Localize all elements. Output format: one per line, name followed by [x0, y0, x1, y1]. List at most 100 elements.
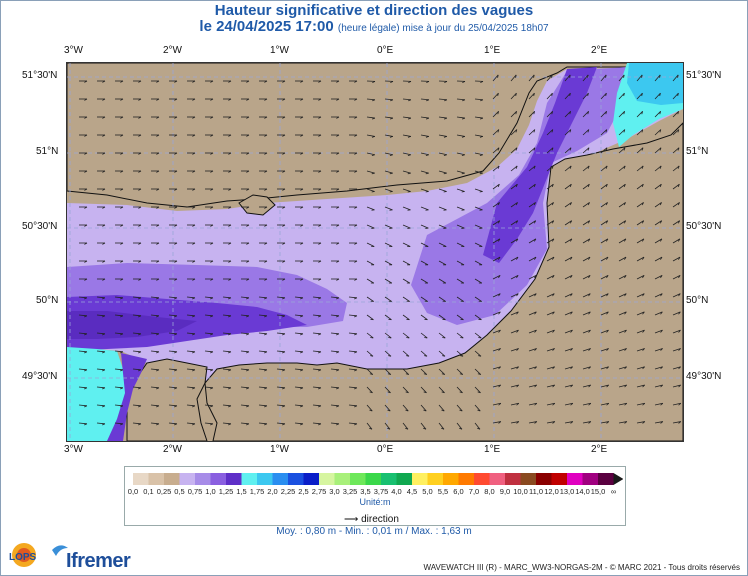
- direction-arrow-head: [569, 184, 572, 188]
- lon-label-top-3w: 3°W: [64, 45, 83, 56]
- direction-arrow-head: [246, 315, 250, 318]
- direction-arrow-head: [460, 337, 464, 339]
- direction-arrow-head: [192, 405, 196, 408]
- direction-arrow: [528, 147, 536, 154]
- direction-arrow-head: [552, 256, 555, 260]
- england-land: [67, 63, 683, 208]
- direction-arrow: [618, 366, 627, 370]
- direction-arrow-head: [300, 152, 304, 155]
- color-swatch: [381, 473, 397, 485]
- direction-arrow: [564, 238, 573, 244]
- direction-arrow-head: [174, 387, 178, 390]
- direction-arrow: [222, 422, 231, 425]
- direction-arrow-head: [192, 242, 196, 245]
- direction-arrow-head: [264, 405, 268, 408]
- lon-label-top-0e: 0°E: [377, 45, 394, 56]
- direction-arrow-head: [264, 333, 268, 336]
- direction-arrow-head: [156, 116, 160, 119]
- direction-arrow-head: [192, 206, 196, 209]
- direction-arrow: [600, 311, 609, 316]
- direction-arrow-head: [605, 184, 608, 188]
- direction-arrow-head: [677, 111, 680, 115]
- direction-arrow-head: [552, 421, 556, 424]
- ifremer-logo-text: Ifremer: [66, 550, 131, 572]
- direction-arrow-head: [606, 256, 609, 260]
- direction-arrow-head: [120, 333, 124, 336]
- direction-arrow-head: [192, 170, 196, 173]
- direction-arrow-head: [210, 423, 214, 426]
- direction-arrow-head: [442, 337, 446, 339]
- direction-arrow: [528, 293, 537, 298]
- direction-arrow-head: [605, 238, 609, 242]
- direction-arrow-head: [138, 405, 142, 408]
- direction-arrow-head: [192, 387, 196, 390]
- direction-arrow: [132, 422, 141, 425]
- direction-arrow-head: [210, 98, 214, 101]
- direction-arrow-head: [407, 136, 411, 138]
- direction-arrow: [528, 275, 537, 280]
- direction-arrow: [636, 183, 644, 190]
- direction-arrow-head: [642, 366, 645, 370]
- direction-arrow-head: [84, 351, 88, 354]
- direction-arrow-head: [210, 116, 214, 119]
- direction-arrow-head: [84, 278, 88, 281]
- direction-arrow-head: [192, 260, 196, 263]
- color-swatch: [582, 473, 598, 485]
- direction-arrow-head: [228, 260, 232, 263]
- direction-arrow: [402, 134, 411, 137]
- direction-arrow-head: [84, 387, 88, 390]
- direction-arrow-head: [318, 152, 322, 155]
- direction-arrow: [366, 242, 375, 247]
- direction-arrow: [240, 422, 249, 425]
- direction-arrow-head: [228, 116, 232, 119]
- direction-arrow-head: [120, 80, 124, 83]
- direction-arrow-head: [318, 80, 322, 83]
- direction-arrow-head: [678, 421, 682, 424]
- direction-arrow-head: [587, 202, 590, 206]
- direction-arrow: [204, 404, 213, 407]
- direction-arrow-head: [659, 202, 662, 206]
- direction-arrow-head: [570, 366, 573, 370]
- direction-arrow-head: [408, 81, 412, 84]
- direction-arrow-head: [192, 315, 196, 318]
- copyright-notice: WAVEWATCH III (R) - MARC_WW3-NORGAS-2M -…: [423, 563, 740, 572]
- direction-arrow: [420, 224, 429, 229]
- color-scale-label: 12,0: [544, 487, 559, 496]
- direction-arrow: [600, 238, 609, 244]
- direction-arrow-head: [210, 315, 214, 318]
- direction-arrow-head: [138, 387, 142, 390]
- direction-arrow: [654, 74, 661, 82]
- direction-arrow-head: [641, 74, 643, 78]
- color-scale-label: 1,75: [249, 487, 265, 496]
- direction-arrow-head: [282, 278, 286, 281]
- direction-arrow-head: [210, 170, 214, 173]
- direction-arrow: [276, 404, 285, 407]
- direction-arrow: [384, 404, 391, 412]
- direction-arrow-head: [587, 147, 590, 151]
- direction-arrow-head: [102, 224, 106, 227]
- direction-arrow-head: [405, 373, 409, 375]
- direction-arrow: [636, 238, 645, 244]
- graticule: [67, 63, 683, 441]
- direction-arrow-head: [516, 275, 519, 279]
- wave-map[interactable]: [66, 62, 684, 442]
- lon-label-bottom-3w: 3°W: [64, 444, 83, 455]
- direction-arrow: [348, 368, 357, 371]
- color-scale-label: 5,0: [422, 487, 433, 496]
- direction-arrow: [186, 386, 195, 389]
- direction-arrow: [258, 422, 267, 425]
- direction-arrow-head: [659, 184, 662, 188]
- direction-arrow: [294, 314, 303, 317]
- color-swatch: [226, 473, 242, 485]
- direction-arrow: [132, 350, 141, 353]
- direction-arrow: [456, 278, 465, 284]
- direction-arrow-head: [425, 154, 429, 156]
- direction-arrow-head: [642, 256, 645, 260]
- direction-arrow: [600, 275, 609, 280]
- color-swatch: [567, 473, 583, 485]
- direction-arrow-head: [588, 275, 591, 279]
- direction-arrow-head: [459, 355, 464, 357]
- color-scale-label: 1,0: [205, 487, 216, 496]
- direction-arrow-head: [624, 311, 627, 315]
- direction-arrow: [366, 98, 376, 101]
